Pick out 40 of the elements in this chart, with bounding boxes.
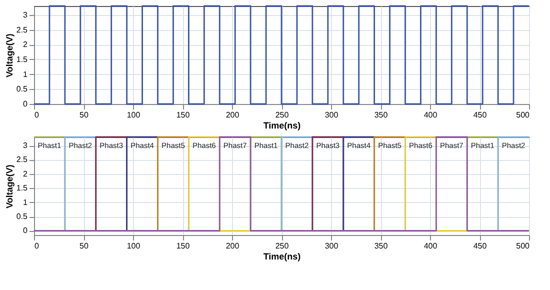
y-tick-label: 1: [23, 70, 28, 79]
x-tick-label: 50: [80, 110, 89, 120]
y-tick-label: 3: [23, 141, 28, 150]
y-tick-label: 1.5: [16, 54, 28, 64]
y-tick-label: 0.5: [16, 212, 28, 222]
x-tick-label: 200: [226, 242, 240, 250]
x-tick-label: 150: [176, 242, 190, 250]
y-tick-label: 2.5: [16, 155, 28, 164]
x-tick-label: 50: [80, 242, 89, 250]
y-tick-label: 2.5: [16, 25, 28, 34]
x-tick-label: 250: [275, 110, 290, 120]
x-tick-label: 150: [176, 110, 190, 120]
x-tick-label: 500: [516, 110, 530, 120]
x-tick-label: 300: [324, 110, 339, 120]
x-tick-label: 350: [374, 110, 388, 120]
x-tick-label: 100: [126, 242, 141, 250]
x-tick-label: 200: [226, 110, 240, 120]
x-tick-label: 450: [473, 242, 488, 250]
y-tick-label: 1: [23, 198, 28, 207]
x-tick-label: 400: [424, 110, 438, 120]
x-tick-label: 0: [34, 242, 40, 250]
x-axis-title: Time(ns): [263, 120, 301, 130]
y-axis-title: Voltage(V): [4, 164, 14, 208]
x-tick-label: 500: [516, 242, 530, 250]
y-tick-label: 0: [23, 100, 28, 108]
y-axis-title: Voltage(V): [4, 34, 14, 78]
y-tick-label: 1.5: [16, 184, 28, 193]
y-tick-label: 2: [23, 40, 28, 50]
x-axis-title: Time(ns): [263, 252, 301, 262]
x-tick-label: 450: [473, 110, 488, 120]
x-tick-label: 350: [374, 242, 388, 250]
x-tick-label: 300: [324, 242, 339, 250]
x-tick-label: 100: [126, 110, 141, 120]
y-tick-label: 3: [23, 10, 28, 20]
y-tick-label: 0: [23, 226, 28, 236]
y-tick-label: 2: [23, 169, 28, 178]
y-tick-label: 0.5: [16, 84, 28, 94]
x-tick-label: 0: [34, 110, 40, 120]
x-tick-label: 400: [424, 242, 438, 250]
x-tick-label: 250: [275, 242, 290, 250]
